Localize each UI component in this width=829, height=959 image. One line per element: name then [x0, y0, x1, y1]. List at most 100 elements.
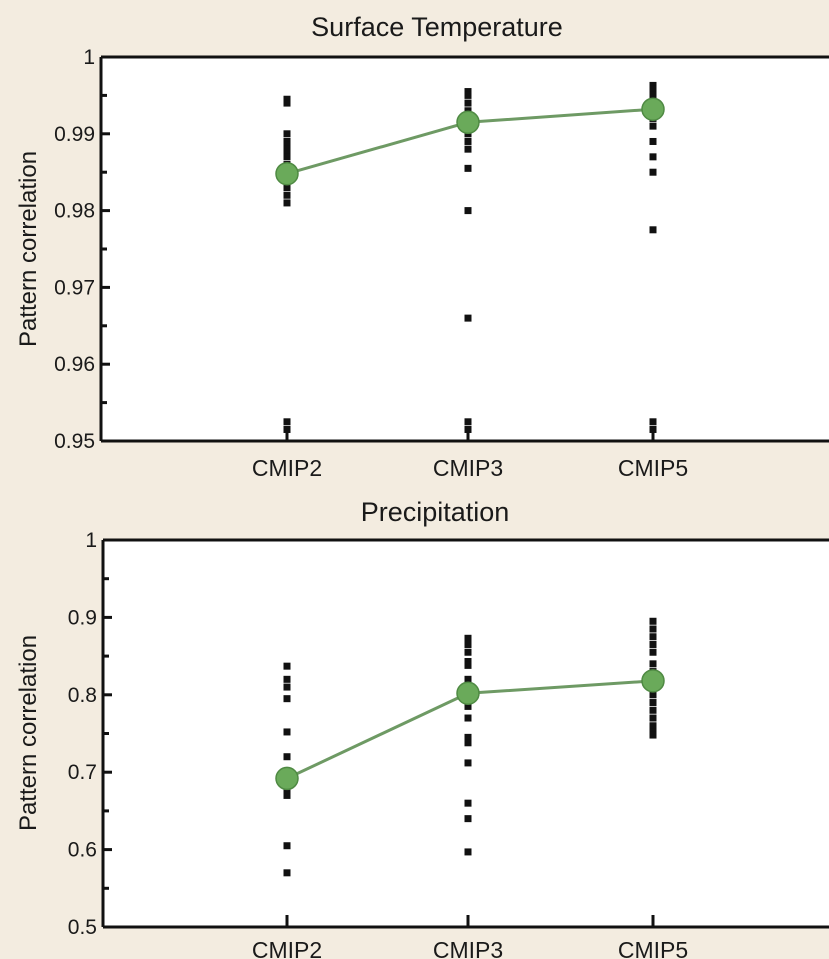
model-point	[283, 869, 291, 877]
y-tick-label: 0.96	[54, 353, 95, 376]
model-point	[464, 848, 472, 856]
x-category-label: CMIP5	[618, 455, 688, 481]
model-point	[464, 88, 472, 96]
y-axis-label: Pattern correlation	[15, 635, 42, 831]
ensemble-mean-marker	[641, 669, 665, 693]
model-point	[649, 85, 657, 93]
model-point	[464, 634, 472, 642]
ensemble-mean-marker	[456, 681, 480, 706]
model-point	[649, 425, 657, 433]
model-point	[283, 95, 291, 103]
model-point	[464, 661, 472, 669]
model-point	[464, 640, 472, 648]
model-point	[649, 714, 657, 722]
model-point	[649, 91, 657, 99]
model-point	[283, 184, 291, 192]
model-point	[649, 660, 657, 668]
model-point	[464, 714, 472, 722]
model-point	[283, 137, 291, 145]
model-point	[649, 122, 657, 130]
panel-title: Precipitation	[361, 497, 510, 527]
model-point	[649, 625, 657, 633]
model-point	[649, 633, 657, 641]
model-point	[283, 791, 291, 799]
model-point	[464, 675, 472, 683]
model-point	[649, 617, 657, 625]
model-point	[283, 675, 291, 683]
model-point	[464, 207, 472, 215]
model-point	[649, 81, 657, 89]
model-point	[283, 728, 291, 736]
model-point	[649, 640, 657, 648]
plot-area	[103, 540, 829, 927]
x-category-label: CMIP3	[433, 455, 503, 481]
panel-precipitation: Precipitation Pattern correlation 0.5 0.6…	[15, 497, 829, 959]
panel-surface-temperature: Surface Temperature Pattern correlation …	[15, 12, 829, 481]
model-point	[649, 418, 657, 426]
y-tick-label: 0.97	[54, 276, 95, 299]
model-point	[283, 141, 291, 149]
model-point	[649, 648, 657, 656]
model-point	[464, 658, 472, 666]
model-point	[649, 722, 657, 730]
model-point	[464, 164, 472, 172]
model-point	[464, 91, 472, 99]
model-point	[464, 733, 472, 741]
y-tick-group: 0.5 0.6 0.7 0.8 0.9 1	[68, 529, 112, 939]
x-category-group: CMIP2 CMIP3 CMIP5	[252, 429, 688, 481]
model-point	[464, 702, 472, 710]
model-point	[464, 145, 472, 153]
model-point	[649, 168, 657, 176]
ensemble-mean-marker	[275, 161, 299, 186]
model-point	[283, 145, 291, 153]
model-point	[649, 706, 657, 714]
y-tick-label: 0.7	[68, 761, 97, 784]
model-point	[464, 759, 472, 767]
model-point	[464, 648, 472, 656]
x-category-label: CMIP3	[433, 937, 503, 959]
y-tick-label: 0.95	[54, 430, 95, 453]
y-tick-label: 0.6	[68, 839, 97, 862]
y-tick-label: 0.8	[68, 684, 97, 707]
model-point	[649, 153, 657, 161]
model-point	[283, 418, 291, 426]
model-point	[283, 130, 291, 138]
model-point	[283, 153, 291, 161]
model-point	[464, 137, 472, 145]
model-point	[283, 683, 291, 691]
model-point	[283, 753, 291, 761]
model-point	[649, 731, 657, 739]
x-category-label: CMIP2	[252, 937, 322, 959]
ensemble-mean-series	[275, 669, 665, 791]
model-point	[464, 314, 472, 322]
model-point	[283, 662, 291, 670]
y-tick-label: 1	[85, 529, 97, 552]
model-point	[464, 99, 472, 107]
y-tick-label: 0.9	[68, 606, 97, 629]
model-point	[464, 418, 472, 426]
model-point	[283, 191, 291, 199]
ensemble-mean-series	[275, 97, 665, 186]
y-axis-label: Pattern correlation	[15, 151, 42, 347]
y-tick-group: 0.95 0.96 0.97 0.98 0.99 1	[54, 46, 110, 453]
y-tick-label: 1	[83, 46, 95, 69]
model-point	[283, 199, 291, 207]
model-point	[649, 226, 657, 234]
model-point	[649, 691, 657, 699]
ensemble-mean-marker	[275, 766, 299, 791]
model-point	[464, 425, 472, 433]
model-point	[283, 99, 291, 107]
model-point	[464, 815, 472, 823]
x-category-label: CMIP2	[252, 455, 322, 481]
model-point	[649, 699, 657, 707]
x-category-group: CMIP2 CMIP3 CMIP5	[252, 915, 688, 959]
y-tick-label: 0.99	[54, 123, 95, 146]
ensemble-mean-marker	[456, 110, 480, 135]
model-point	[464, 799, 472, 807]
model-point	[649, 137, 657, 145]
model-point	[283, 695, 291, 703]
model-point	[283, 788, 291, 796]
model-point	[464, 739, 472, 747]
model-point	[283, 149, 291, 157]
